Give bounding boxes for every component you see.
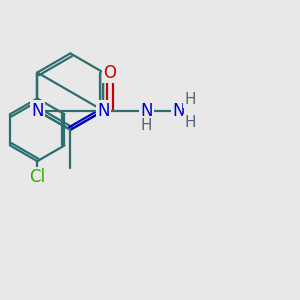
Text: H: H <box>184 115 196 130</box>
Text: N: N <box>140 102 152 120</box>
Text: N: N <box>97 102 110 120</box>
Text: H: H <box>140 118 152 133</box>
Text: H: H <box>184 92 196 106</box>
Text: N: N <box>172 102 185 120</box>
Text: O: O <box>103 64 116 82</box>
Text: Cl: Cl <box>29 168 45 186</box>
Text: N: N <box>31 102 44 120</box>
